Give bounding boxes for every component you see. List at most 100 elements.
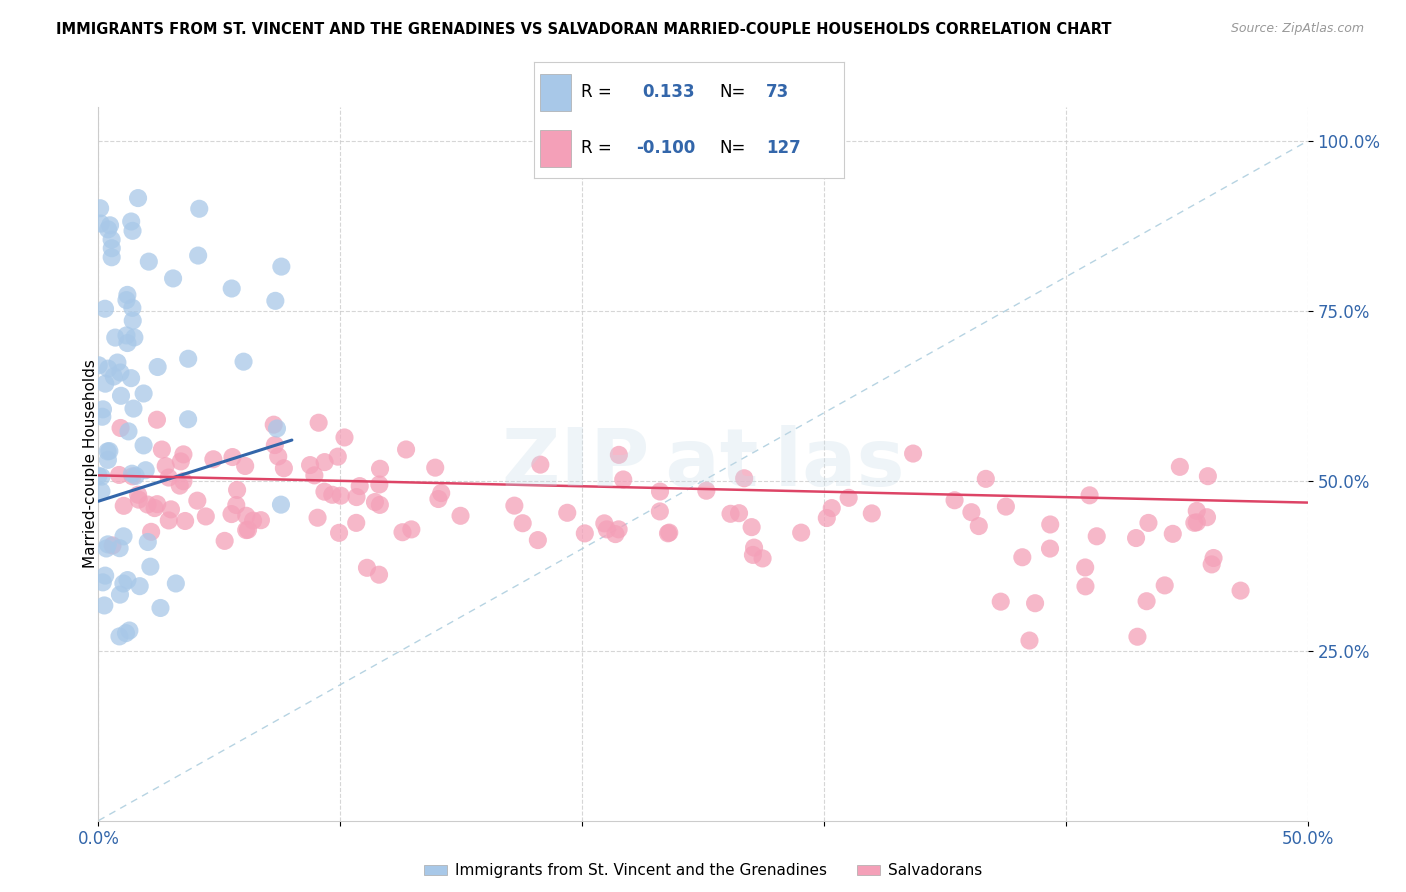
Point (108, 588, 131, 602)
Point (101, 538, 124, 552)
Point (91, 575, 114, 590)
Point (232, 354, 254, 368)
Point (574, 526, 596, 541)
Point (364, 495, 387, 509)
Point (273, 461, 295, 475)
Point (107, 355, 129, 369)
Point (527, 533, 550, 547)
Point (103, 369, 125, 384)
Point (100, 233, 122, 247)
Point (136, 498, 159, 512)
Point (127, 191, 149, 205)
Point (695, 483, 717, 498)
Point (96, 541, 118, 556)
Point (118, 624, 141, 638)
Point (110, 421, 132, 435)
Point (91, 409, 114, 424)
Y-axis label: Married-couple Households: Married-couple Households (83, 359, 97, 568)
Point (172, 474, 194, 488)
Text: ZIP at las: ZIP at las (502, 425, 904, 503)
Point (89, 201, 111, 215)
Point (368, 477, 391, 491)
Point (97, 537, 120, 551)
Legend: Immigrants from St. Vincent and the Grenadines, Salvadorans: Immigrants from St. Vincent and the Gren… (418, 857, 988, 884)
Point (91, 402, 114, 417)
Point (1078, 488, 1101, 502)
Point (146, 359, 169, 374)
Point (299, 458, 322, 472)
Point (177, 412, 200, 426)
Point (115, 293, 138, 307)
Point (170, 454, 193, 468)
Point (98, 219, 121, 233)
Point (994, 500, 1017, 514)
Point (1011, 550, 1033, 565)
Point (1153, 578, 1175, 592)
Point (333, 430, 356, 444)
Point (321, 488, 343, 502)
Point (120, 371, 142, 385)
Point (186, 493, 208, 508)
Point (1137, 516, 1160, 530)
Point (115, 328, 138, 343)
Point (901, 446, 924, 460)
Point (146, 413, 169, 427)
Point (146, 497, 169, 511)
Point (150, 442, 173, 457)
Point (121, 313, 143, 327)
Point (349, 479, 371, 493)
Text: -0.100: -0.100 (637, 138, 696, 157)
Point (93, 599, 115, 613)
Point (990, 595, 1012, 609)
Point (117, 425, 139, 439)
Point (97, 453, 120, 467)
Point (1018, 633, 1040, 648)
Point (100, 250, 122, 264)
Point (742, 548, 765, 562)
Text: R =: R = (581, 83, 612, 101)
Point (135, 463, 157, 477)
Point (87, 359, 110, 373)
Point (121, 469, 143, 483)
Point (267, 450, 290, 464)
Point (122, 401, 145, 416)
Point (960, 505, 983, 519)
Point (90, 217, 112, 231)
Point (125, 469, 148, 483)
Point (112, 499, 135, 513)
Point (100, 241, 122, 255)
Point (329, 489, 352, 503)
Point (1195, 510, 1218, 524)
Point (612, 473, 634, 487)
Point (98, 444, 121, 458)
Point (648, 484, 671, 499)
Text: R =: R = (581, 138, 612, 157)
Point (450, 508, 472, 523)
Point (751, 551, 773, 566)
Point (132, 438, 155, 452)
Point (149, 601, 172, 615)
Point (110, 366, 132, 380)
Point (607, 448, 630, 462)
Point (593, 516, 616, 531)
Point (425, 460, 447, 475)
Point (1202, 551, 1225, 566)
Point (838, 491, 860, 505)
Point (97, 361, 120, 376)
Point (108, 467, 131, 482)
Point (733, 471, 755, 485)
Point (503, 499, 526, 513)
Point (226, 483, 249, 497)
Point (174, 514, 197, 528)
Point (1085, 529, 1108, 543)
Point (368, 462, 391, 476)
Point (741, 520, 763, 534)
Point (368, 567, 391, 582)
Point (1185, 516, 1208, 530)
Point (121, 301, 143, 315)
Point (304, 468, 326, 483)
Point (162, 271, 184, 285)
Point (221, 450, 243, 464)
Point (555, 506, 578, 520)
Point (314, 484, 336, 499)
